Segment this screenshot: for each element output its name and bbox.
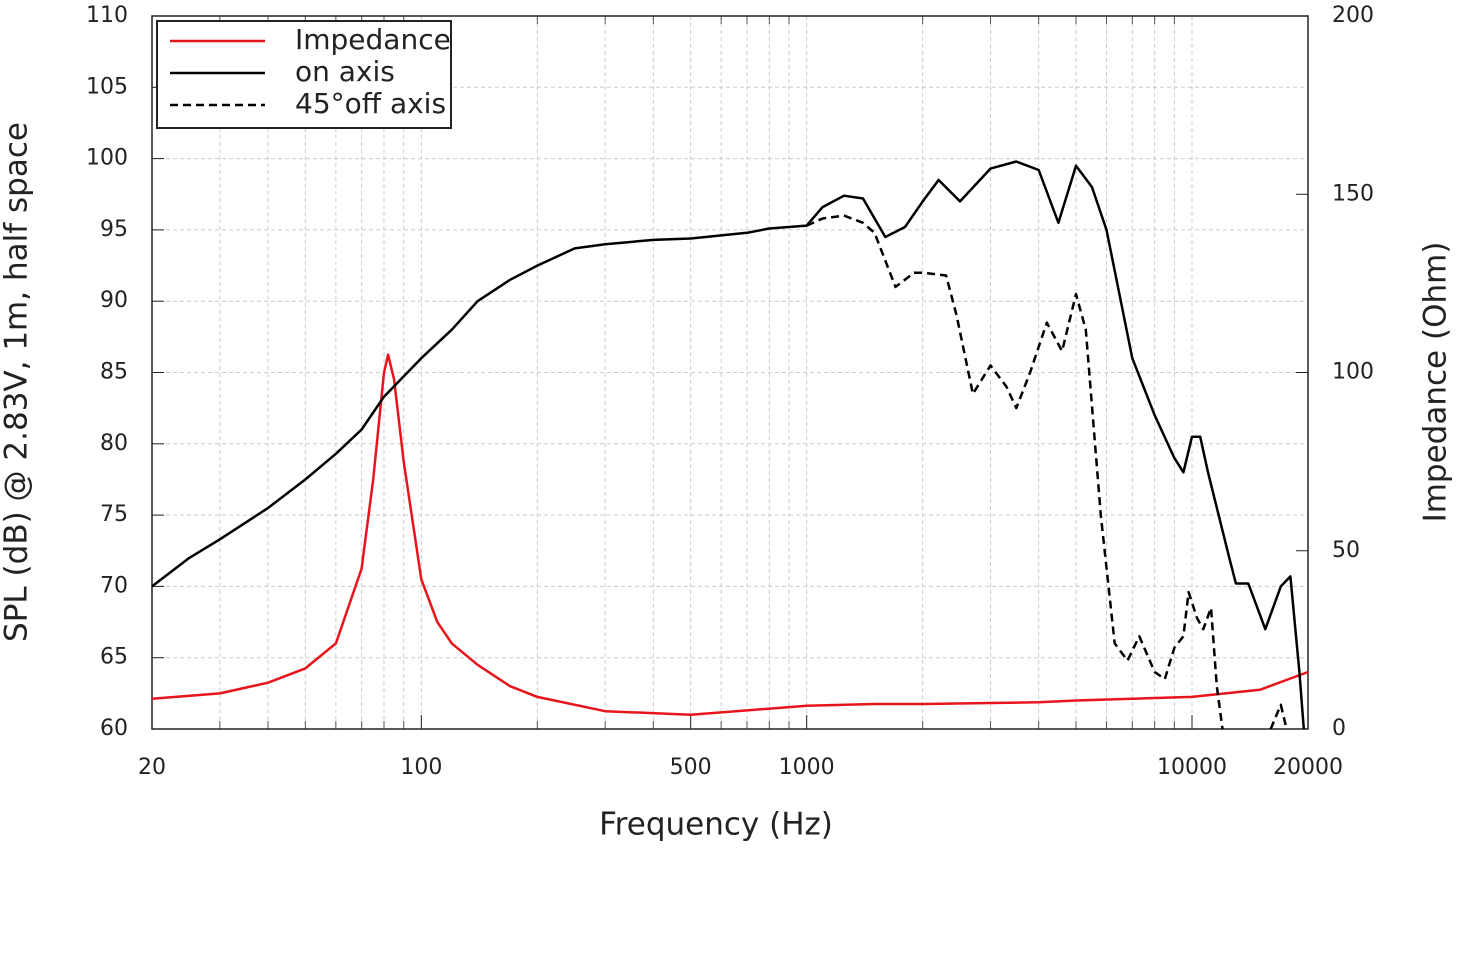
y2-tick-label: 150 <box>1332 181 1374 206</box>
y-tick-label: 110 <box>86 3 128 28</box>
y2-axis-label: Impedance (Ohm) <box>1418 242 1454 523</box>
y-tick-label: 70 <box>100 573 128 598</box>
y-tick-label: 90 <box>100 288 128 313</box>
legend-label: on axis <box>295 55 395 88</box>
y-tick-label: 75 <box>100 502 128 527</box>
x-tick-label: 20 <box>138 755 166 780</box>
y2-tick-label: 50 <box>1332 538 1360 563</box>
series-line <box>806 214 1288 730</box>
y-tick-label: 105 <box>86 74 128 99</box>
x-tick-label: 100 <box>400 755 442 780</box>
series-line <box>151 353 1309 716</box>
plot-frame <box>151 15 1309 730</box>
x-tick-label: 1000 <box>779 755 835 780</box>
y-tick-label: 95 <box>100 217 128 242</box>
y-tick-label: 100 <box>86 146 128 171</box>
x-tick-label: 10000 <box>1157 755 1227 780</box>
y2-tick-label: 100 <box>1332 360 1374 385</box>
x-tick-label: 20000 <box>1273 755 1343 780</box>
x-tick-label: 500 <box>670 755 712 780</box>
legend-label: Impedance <box>295 23 451 56</box>
y-tick-label: 85 <box>100 360 128 385</box>
y2-tick-label: 0 <box>1332 716 1346 741</box>
y-tick-label: 60 <box>100 716 128 741</box>
y-axis-label: SPL (dB) @ 2.83V, 1m, half space <box>0 122 35 642</box>
series-line <box>151 160 1306 730</box>
y2-tick-label: 200 <box>1332 3 1374 28</box>
y-tick-label: 65 <box>100 645 128 670</box>
legend-label: 45°off axis <box>295 87 446 120</box>
y-tick-label: 80 <box>100 431 128 456</box>
x-axis-label: Frequency (Hz) <box>599 807 833 843</box>
legend-box <box>156 20 452 129</box>
